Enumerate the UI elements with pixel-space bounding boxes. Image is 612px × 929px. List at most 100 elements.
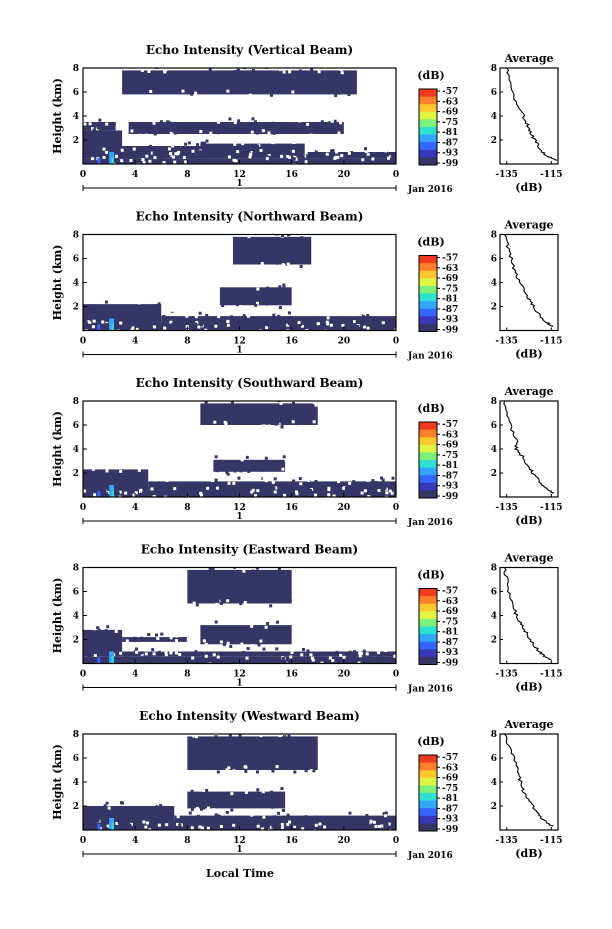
echo-speckle: [176, 815, 180, 819]
avg-y-tick-label: 8: [491, 231, 497, 241]
echo-speckle: [142, 820, 146, 824]
x-tick-label: 20: [338, 337, 351, 347]
echo-speckle: [306, 476, 310, 480]
echo-speckle: [350, 151, 354, 155]
echo-speckle: [328, 90, 332, 94]
echo-speckle: [306, 652, 310, 656]
echo-speckle: [271, 121, 275, 125]
echo-speckle: [151, 638, 155, 642]
echo-speckle: [240, 642, 244, 646]
echo-speckle: [380, 655, 384, 659]
echo-speckle: [271, 825, 275, 829]
echo-speckle: [245, 656, 249, 660]
colorbar-segment: [419, 641, 437, 650]
heatmap: [83, 68, 396, 164]
avg-y-tick-label: 4: [491, 612, 497, 622]
echo-speckle: [363, 316, 367, 320]
x-tick-label: 4: [132, 670, 138, 680]
echo-speckle: [394, 327, 396, 331]
echo-speckle: [297, 321, 301, 325]
echo-speckle: [232, 324, 236, 328]
echo-speckle: [274, 656, 278, 660]
echo-speckle: [304, 815, 308, 819]
echo-speckle: [312, 420, 316, 424]
echo-speckle: [250, 130, 254, 134]
echo-speckle: [291, 90, 295, 94]
echo-speckle: [169, 131, 173, 135]
echo-speckle: [169, 651, 173, 655]
echo-speckle: [140, 651, 144, 655]
echo-streak: [97, 158, 101, 164]
colorbar-tick-label: -99: [442, 659, 458, 669]
date-label: Jan 2016: [407, 851, 453, 861]
echo-speckle: [329, 323, 333, 327]
echo-speckle: [264, 479, 268, 483]
colorbar-tick-label: -57: [442, 420, 458, 430]
echo-speckle: [266, 286, 270, 290]
colorbar-tick-label: -93: [442, 482, 458, 492]
echo-speckle: [229, 481, 233, 485]
echo-speckle: [353, 823, 357, 827]
echo-speckle: [301, 155, 305, 159]
echo-speckle: [239, 821, 243, 825]
echo-speckle: [91, 325, 95, 329]
echo-speckle: [334, 152, 338, 156]
echo-speckle: [191, 149, 195, 153]
echo-speckle: [105, 322, 109, 326]
echo-speckle: [280, 154, 284, 158]
echo-speckle: [245, 160, 249, 164]
x-tick-label: 0: [80, 337, 86, 347]
echo-speckle: [187, 141, 191, 145]
echo-speckle: [236, 150, 240, 154]
echo-speckle: [353, 313, 357, 317]
echo-speckle: [113, 158, 117, 162]
echo-speckle: [248, 155, 252, 159]
echo-speckle: [88, 323, 92, 327]
date-tick-label: 1: [236, 512, 242, 522]
colorbar-segment: [419, 808, 437, 817]
echo-speckle: [301, 827, 305, 830]
avg-y-tick-label: 6: [491, 255, 497, 265]
echo-speckle: [118, 490, 122, 494]
colorbar-segment: [419, 111, 437, 120]
echo-speckle: [194, 735, 198, 739]
echo-speckle: [390, 155, 394, 159]
echo-speckle: [152, 95, 156, 99]
heatmap: [83, 401, 396, 497]
colorbar-tick-label: -57: [442, 753, 458, 763]
echo-speckle: [286, 822, 290, 826]
echo-speckle: [157, 302, 161, 306]
echo-speckle: [147, 69, 151, 73]
echo-speckle: [145, 821, 149, 825]
echo-speckle: [333, 119, 337, 123]
date-tick-label: 1: [236, 346, 242, 356]
echo-speckle: [130, 129, 134, 133]
echo-speckle: [382, 812, 386, 816]
strong-echo-core: [111, 822, 114, 830]
echo-speckle: [321, 323, 325, 327]
echo-speckle: [161, 824, 165, 828]
echo-speckle: [96, 126, 100, 130]
echo-speckle: [171, 325, 175, 329]
echo-speckle: [280, 787, 284, 791]
echo-speckle: [362, 331, 365, 334]
echo-speckle: [181, 89, 185, 93]
echo-speckle: [288, 598, 292, 602]
echo-speckle: [145, 154, 149, 158]
echo-speckle: [120, 148, 124, 152]
echo-speckle: [101, 821, 105, 825]
echo-streak: [97, 657, 101, 664]
echo-speckle: [283, 830, 286, 833]
colorbar-frame: [418, 255, 438, 332]
echo-speckle: [257, 625, 261, 629]
echo-speckle: [148, 144, 152, 148]
echo-speckle: [155, 646, 159, 650]
echo-speckle: [204, 401, 208, 405]
echo-speckle: [260, 804, 264, 808]
echo-speckle: [337, 91, 341, 95]
echo-speckle: [116, 491, 120, 495]
echo-speckle: [119, 651, 123, 655]
echo-speckle: [88, 655, 92, 659]
echo-band-1: [83, 152, 396, 159]
colorbar-tick-label: -81: [442, 628, 458, 638]
